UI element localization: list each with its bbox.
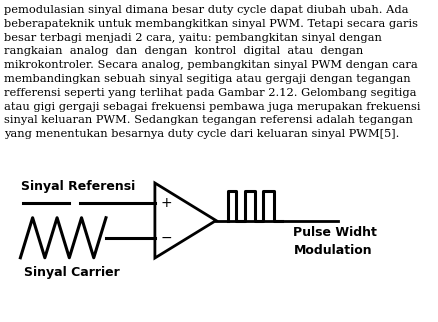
Text: sinyal keluaran PWM. Sedangkan tegangan referensi adalah tegangan: sinyal keluaran PWM. Sedangkan tegangan … <box>4 115 413 125</box>
Text: refferensi seperti yang terlihat pada Gambar 2.12. Gelombang segitiga: refferensi seperti yang terlihat pada Ga… <box>4 88 417 98</box>
Text: membandingkan sebuah sinyal segitiga atau gergaji dengan tegangan: membandingkan sebuah sinyal segitiga ata… <box>4 74 411 84</box>
Text: +: + <box>160 196 172 210</box>
Text: atau gigi gergaji sebagai frekuensi pembawa juga merupakan frekuensi: atau gigi gergaji sebagai frekuensi pemb… <box>4 102 420 112</box>
Text: Sinyal Carrier: Sinyal Carrier <box>25 266 120 279</box>
Text: −: − <box>160 231 172 245</box>
Text: besar terbagi menjadi 2 cara, yaitu: pembangkitan sinyal dengan: besar terbagi menjadi 2 cara, yaitu: pem… <box>4 33 382 43</box>
Text: mikrokontroler. Secara analog, pembangkitan sinyal PWM dengan cara: mikrokontroler. Secara analog, pembangki… <box>4 60 418 70</box>
Text: beberapateknik untuk membangkitkan sinyal PWM. Tetapi secara garis: beberapateknik untuk membangkitkan sinya… <box>4 19 418 29</box>
Text: rangkaian  analog  dan  dengan  kontrol  digital  atau  dengan: rangkaian analog dan dengan kontrol digi… <box>4 46 364 56</box>
Text: pemodulasian sinyal dimana besar duty cycle dapat diubah ubah. Ada: pemodulasian sinyal dimana besar duty cy… <box>4 5 409 15</box>
Text: yang menentukan besarnya duty cycle dari keluaran sinyal PWM[5].: yang menentukan besarnya duty cycle dari… <box>4 129 399 139</box>
Text: Pulse Widht
Modulation: Pulse Widht Modulation <box>293 225 378 257</box>
Text: Sinyal Referensi: Sinyal Referensi <box>21 180 135 193</box>
